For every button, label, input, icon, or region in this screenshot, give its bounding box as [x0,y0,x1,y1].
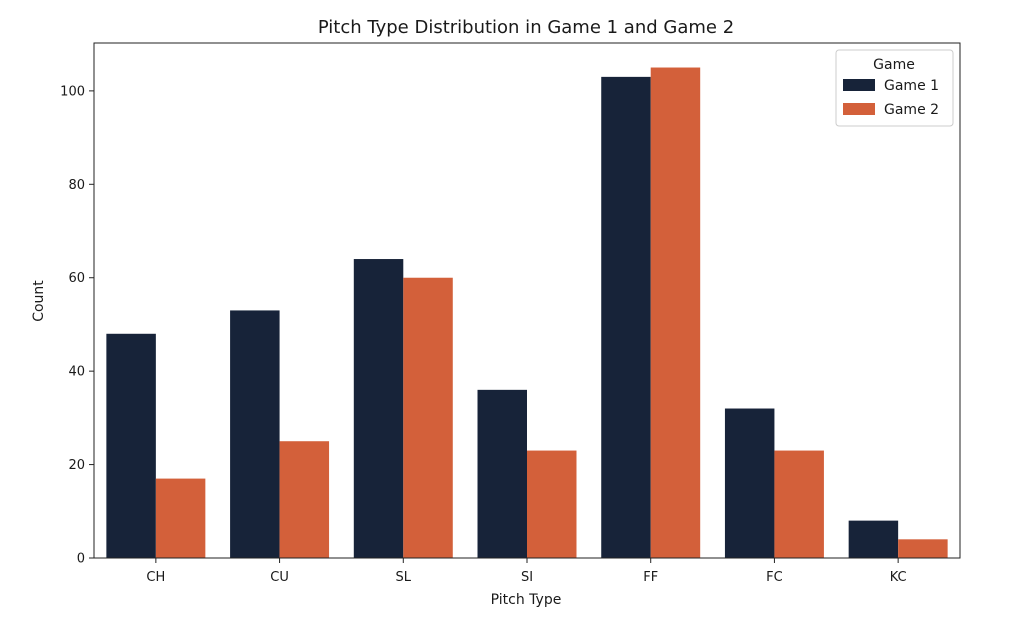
bar-fc-game-2 [774,450,824,558]
bar-sl-game-1 [353,259,404,558]
bar-fc-game-1 [724,408,775,558]
bar-sl-game-2 [403,277,453,558]
x-tick-label-cu: CU [270,570,289,585]
x-tick-label-ff: FF [643,570,658,585]
legend-swatch-game-2 [843,103,875,115]
bar-kc-game-1 [848,520,899,558]
legend-label-game-2: Game 2 [884,102,939,118]
bar-ch-game-2 [155,478,206,558]
bar-ch-game-1 [106,333,156,558]
y-tick-label: 60 [68,271,85,286]
x-tick-label-kc: KC [890,570,907,585]
y-axis-label: Count [31,280,47,322]
x-tick-label-ch: CH [146,570,165,585]
bar-ff-game-2 [650,67,701,559]
y-axis: 0 20 40 60 80 100 [60,84,94,567]
legend-swatch-game-1 [843,79,875,91]
bar-kc-game-2 [898,539,948,558]
x-axis: CH CU SL SI FF FC KC [146,558,907,585]
bar-si-game-2 [527,450,577,558]
bar-si-game-1 [477,389,527,558]
plot-frame [93,42,961,559]
x-tick-label-si: SI [521,570,533,585]
bar-ff-game-1 [601,76,651,559]
y-tick-label: 100 [60,84,85,99]
legend-title: Game [873,57,915,73]
chart-title: Pitch Type Distribution in Game 1 and Ga… [318,17,734,38]
y-tick-label: 40 [68,365,85,380]
x-axis-label: Pitch Type [491,592,562,608]
x-tick-label-fc: FC [766,570,783,585]
bars-group [106,67,948,559]
y-tick-label: 80 [68,178,85,193]
legend-label-game-1: Game 1 [884,78,939,94]
legend: Game Game 1 Game 2 [835,49,954,127]
bar-cu-game-2 [279,441,330,558]
y-tick-label: 0 [77,552,85,567]
x-tick-label-sl: SL [396,570,412,585]
y-tick-label: 20 [68,458,85,473]
bar-cu-game-1 [230,310,280,558]
